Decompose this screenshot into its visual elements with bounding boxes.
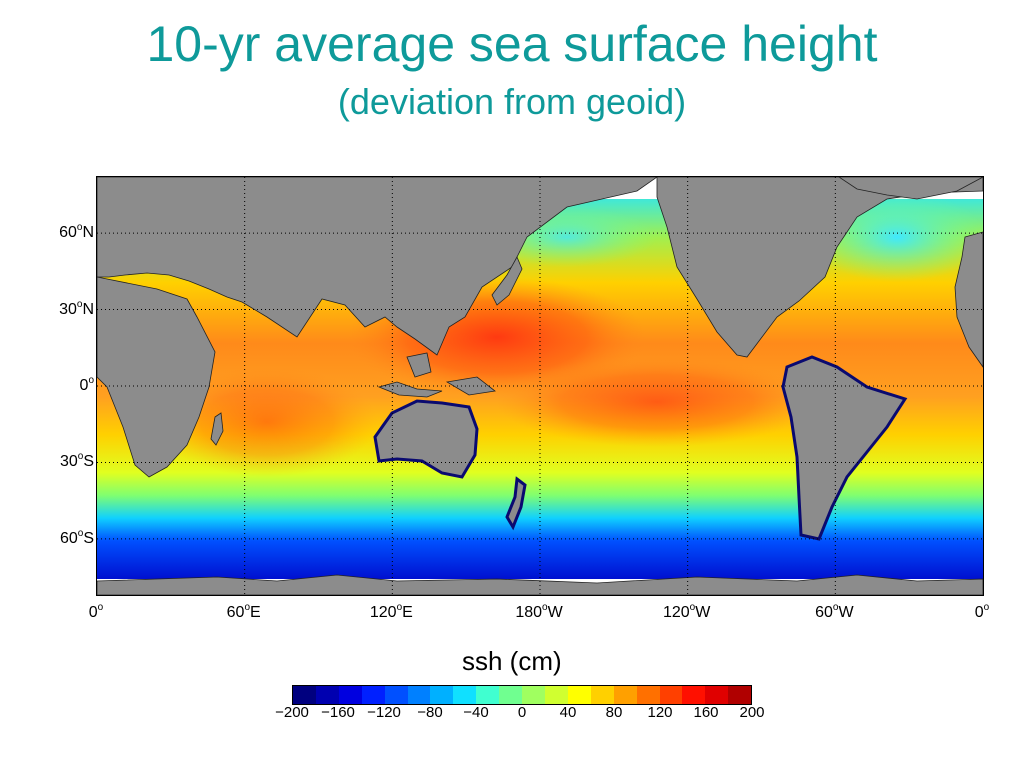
latitude-label: 0o [36, 375, 94, 395]
south-america [781, 355, 908, 541]
colorbar-swatch [338, 686, 362, 704]
degree-sign: o [983, 602, 990, 613]
colorbar-swatch [476, 686, 500, 704]
tick-number: 60 [226, 604, 245, 621]
longitude-label: 0o [56, 602, 136, 622]
tick-number: 30 [59, 453, 78, 471]
colorbar-swatch [522, 686, 545, 704]
degree-sign: o [88, 375, 94, 386]
colorbar-tick-label: −120 [367, 704, 401, 721]
borneo [406, 352, 432, 378]
colorbar-swatch [453, 686, 477, 704]
colorbar-tick-label: 40 [559, 704, 577, 721]
colorbar-swatch [636, 686, 660, 704]
colorbar-swatch [659, 686, 683, 704]
hemisphere-letter: W [838, 604, 854, 621]
longitude-label: 120oE [351, 602, 431, 622]
degree-sign: o [76, 298, 83, 310]
map-gridlines [97, 177, 983, 595]
degree-sign: o [689, 602, 696, 613]
indonesia [377, 381, 443, 398]
eurasia [97, 177, 658, 356]
tick-number: 60 [815, 604, 833, 621]
tick-number: 0 [88, 604, 98, 621]
new-guinea [445, 376, 496, 396]
hemisphere-letter: S [83, 529, 94, 547]
degree-sign: o [832, 602, 839, 613]
tick-number: 30 [59, 300, 77, 318]
colorbar-swatch [293, 686, 316, 704]
degree-sign: o [396, 602, 403, 613]
hemisphere-letter: S [83, 453, 94, 471]
longitude-label: 180oW [499, 602, 579, 622]
colorbar-swatch [590, 686, 614, 704]
land [97, 177, 983, 595]
colorbar-swatch [705, 686, 729, 704]
map-title: 10-yr average sea surface height [146, 16, 878, 72]
degree-sign: o [542, 602, 548, 613]
hemisphere-letter: E [250, 604, 261, 621]
colorbar-swatch [567, 686, 591, 704]
colorbar-swatch [430, 686, 454, 704]
colorbar-tick-label: −200 [275, 704, 309, 721]
colorbar-swatch [407, 686, 431, 704]
indian-ocean-warm-band [157, 367, 377, 477]
colorbar-label: ssh (cm) [462, 646, 562, 676]
hemisphere-letter: E [402, 604, 413, 621]
colorbar-swatch [544, 686, 568, 704]
colorbar [292, 685, 752, 705]
africa [97, 276, 216, 478]
degree-sign: o [244, 602, 250, 613]
map-canvas [97, 177, 983, 595]
latitude-label: 60oN [36, 222, 94, 242]
latitude-label: 30oS [36, 451, 94, 471]
japan [491, 256, 523, 306]
degree-sign: o [77, 451, 84, 463]
longitude-label: 60oE [204, 602, 284, 622]
colorbar-tick-label: −160 [321, 704, 355, 721]
hemisphere-letter: W [547, 604, 563, 621]
new-zealand [505, 476, 527, 531]
sea-surface-height-map [96, 176, 984, 596]
tick-number: 0 [974, 604, 984, 621]
hemisphere-letter: N [82, 300, 94, 318]
europe-west [954, 231, 983, 368]
colorbar-swatch [728, 686, 752, 704]
colorbar-swatch [613, 686, 637, 704]
colorbar-swatch [361, 686, 385, 704]
degree-sign: o [77, 527, 84, 539]
colorbar-swatch [315, 686, 339, 704]
greenland [838, 177, 983, 200]
tick-number: 120 [369, 604, 397, 621]
tick-number: 60 [59, 224, 77, 242]
degree-sign: o [76, 222, 83, 234]
degree-sign: o [97, 602, 104, 613]
hemisphere-letter: N [82, 224, 94, 242]
colorbar-swatch [384, 686, 408, 704]
colorbar-tick-label: 80 [605, 704, 623, 721]
colorbar-tick-label: 0 [517, 704, 527, 721]
latitude-label: 60oS [36, 528, 94, 548]
tick-number: 120 [662, 604, 690, 621]
longitude-label: 60oW [794, 602, 874, 622]
tick-number: 180 [515, 604, 543, 621]
colorbar-tick-label: −40 [463, 704, 489, 721]
south-pacific-warm-band [497, 357, 817, 447]
colorbar-tick-label: 200 [739, 704, 765, 721]
tick-number: 60 [59, 529, 78, 547]
colorbar-tick-label: −80 [417, 704, 443, 721]
longitude-label: 0o [942, 602, 1022, 622]
hemisphere-letter: W [695, 604, 711, 621]
tick-number: 0 [79, 377, 89, 394]
australia [373, 399, 479, 479]
colorbar-tick-label: 160 [693, 704, 719, 721]
colorbar-swatch [682, 686, 706, 704]
madagascar [210, 412, 224, 446]
latitude-label: 30oN [36, 299, 94, 319]
map-subtitle: (deviation from geoid) [337, 81, 687, 122]
longitude-label: 120oW [647, 602, 727, 622]
colorbar-swatch [499, 686, 523, 704]
colorbar-tick-label: 120 [647, 704, 673, 721]
